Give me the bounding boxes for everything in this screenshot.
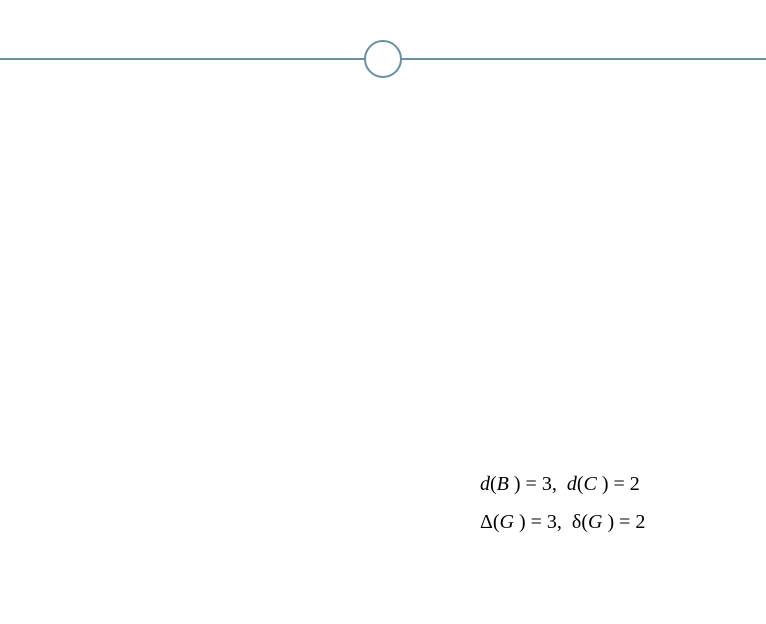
bullet-list	[0, 86, 766, 98]
slide-title	[0, 0, 766, 28]
title-rule-wrap	[0, 38, 766, 86]
annotation-line-1: d(B ) = 3, d(C ) = 2	[480, 465, 645, 503]
graph-annotations: d(B ) = 3, d(C ) = 2 Δ(G ) = 3, δ(G ) = …	[480, 465, 645, 541]
annotation-line-2: Δ(G ) = 3, δ(G ) = 2	[480, 503, 645, 541]
graph-svg	[155, 415, 455, 575]
graph-figure	[155, 415, 455, 575]
page-number-badge	[364, 40, 402, 78]
